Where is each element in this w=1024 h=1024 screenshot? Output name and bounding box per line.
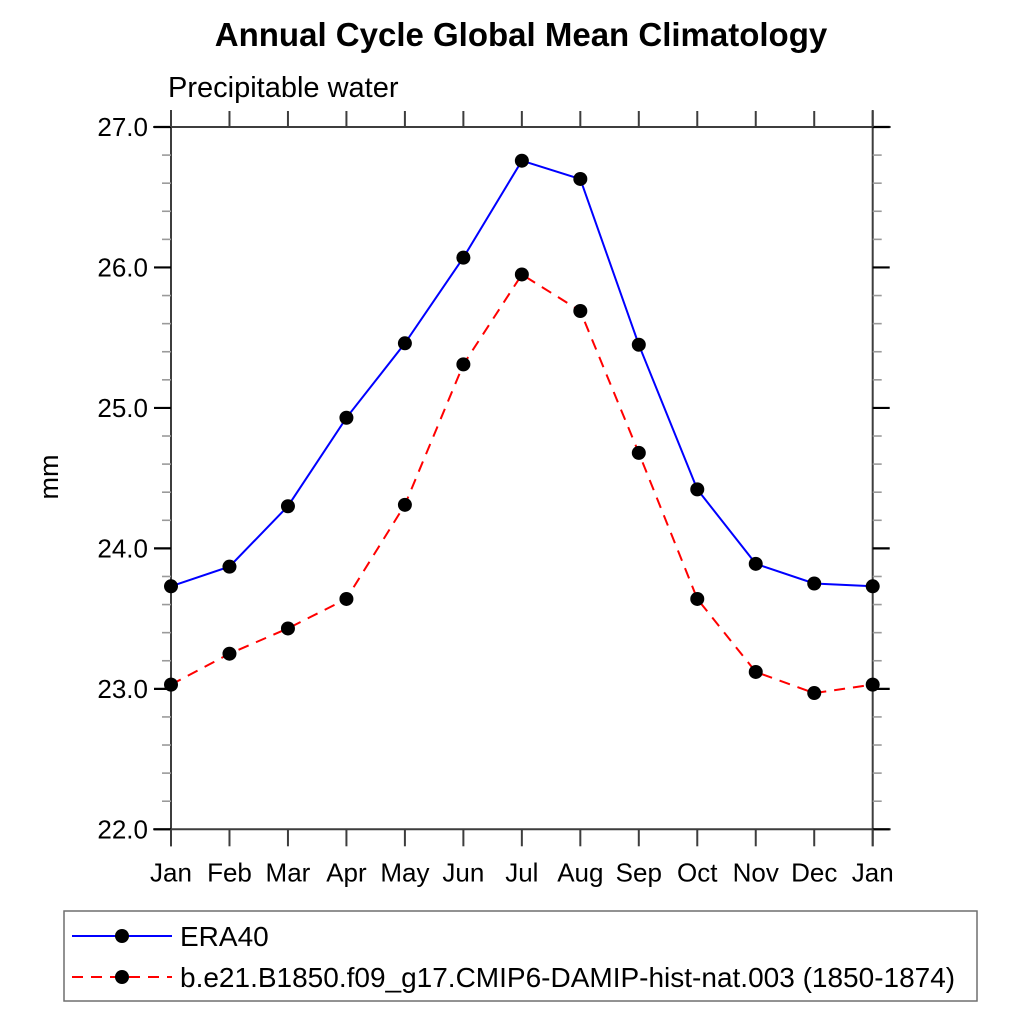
legend-label: b.e21.B1850.f09_g17.CMIP6-DAMIP-hist-nat… — [180, 962, 955, 993]
data-point-marker — [222, 559, 237, 574]
data-point-marker — [748, 556, 763, 571]
data-point-marker — [631, 445, 646, 460]
data-point-marker — [222, 646, 237, 661]
data-point-marker — [339, 410, 354, 425]
data-point-marker — [690, 482, 705, 497]
x-tick-label: Apr — [326, 857, 367, 887]
data-point-marker — [514, 153, 529, 168]
legend-marker — [115, 970, 129, 984]
data-point-marker — [339, 591, 354, 606]
data-point-marker — [397, 336, 412, 351]
data-point-marker — [164, 677, 178, 692]
y-tick-label: 22.0 — [97, 814, 148, 844]
legend-label: ERA40 — [180, 921, 269, 952]
chart-subtitle: Precipitable water — [168, 72, 399, 104]
x-tick-label: Nov — [733, 857, 779, 887]
data-point-marker — [573, 171, 588, 186]
x-tick-label: Sep — [616, 857, 662, 887]
x-tick-label: May — [380, 857, 429, 887]
y-axis-title: mm — [34, 455, 64, 500]
legend-marker — [115, 929, 129, 943]
data-point-marker — [397, 497, 412, 512]
x-tick-label: Jan — [150, 857, 192, 887]
x-tick-label: Jul — [505, 857, 538, 887]
y-tick-label: 26.0 — [97, 252, 148, 282]
data-point-marker — [456, 250, 471, 265]
data-point-marker — [280, 499, 295, 514]
series-line — [170, 273, 873, 695]
data-point-marker — [865, 579, 880, 594]
data-point-marker — [456, 357, 471, 372]
x-tick-label: Aug — [557, 857, 603, 887]
x-tick-label: Mar — [266, 857, 311, 887]
x-tick-label: Dec — [791, 857, 837, 887]
x-tick-label: Feb — [207, 857, 252, 887]
chart-title: Annual Cycle Global Mean Climatology — [215, 16, 828, 53]
plot-area: 22.0 23.0 24.0 25.0 26.0 27.0 Jan Feb Mar Apr May J… — [97, 110, 894, 887]
data-point-marker — [280, 621, 295, 636]
data-point-marker — [690, 591, 705, 606]
legend: ERA40 b.e21.B1850.f09_g17.CMIP6-DAMIP-his… — [63, 910, 978, 1002]
series-line — [170, 159, 873, 588]
data-point-marker — [748, 664, 763, 679]
data-point-marker — [631, 337, 646, 352]
data-point-marker — [514, 267, 529, 282]
x-tick-label: Oct — [677, 857, 718, 887]
y-tick-label: 27.0 — [97, 112, 148, 142]
data-point-marker — [807, 686, 822, 701]
data-point-marker — [573, 304, 588, 319]
data-point-marker — [164, 579, 178, 594]
y-tick-label: 25.0 — [97, 393, 148, 423]
y-tick-label: 23.0 — [97, 674, 148, 704]
x-tick-label: Jun — [442, 857, 484, 887]
data-point-marker — [865, 677, 880, 692]
x-tick-label: Jan — [852, 857, 894, 887]
data-point-marker — [807, 576, 822, 591]
legend-box — [63, 910, 978, 1002]
y-tick-label: 24.0 — [97, 533, 148, 563]
